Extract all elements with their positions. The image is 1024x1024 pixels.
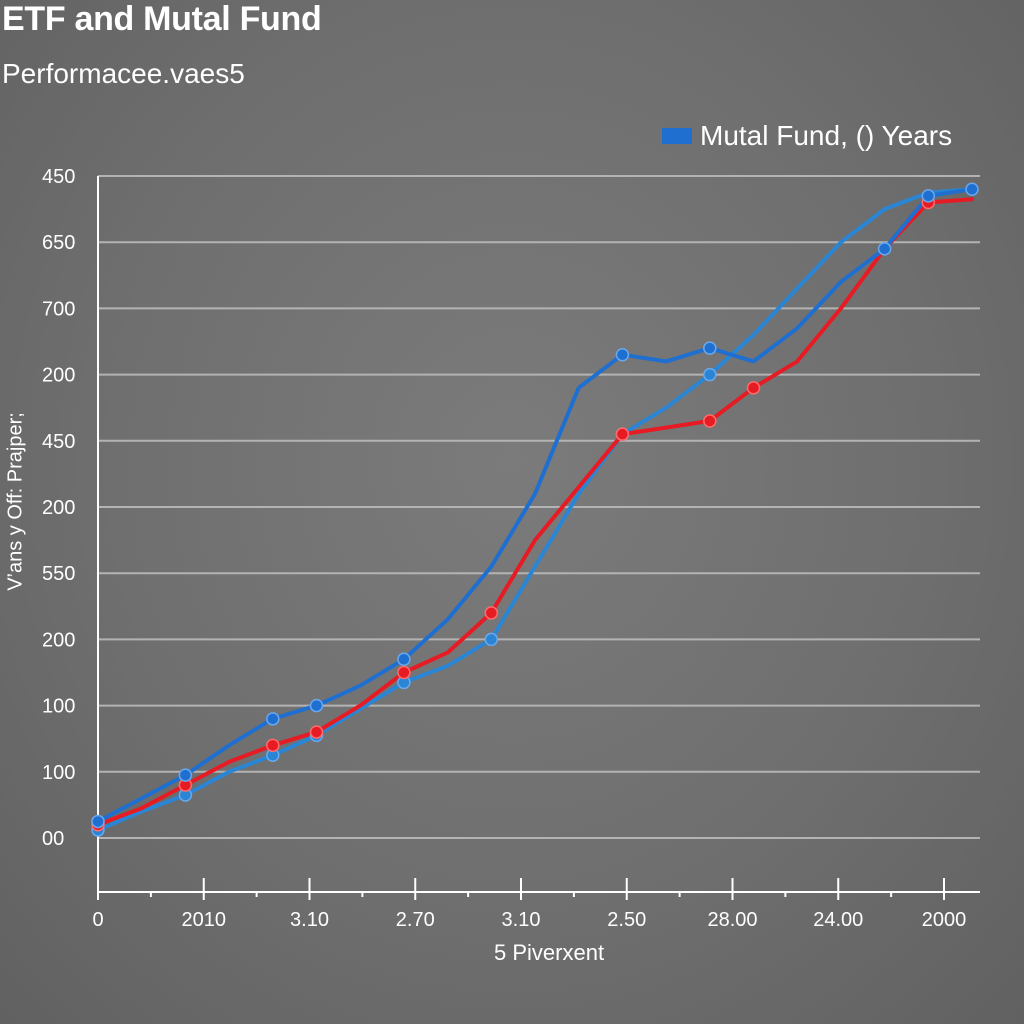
legend-label: Mutal Fund, () Years: [700, 120, 953, 151]
data-point-series-1: [615, 427, 630, 441]
x-axis-label: 5 Piverxent: [494, 940, 605, 965]
chart-legend: Mutal Fund, () Years: [662, 120, 952, 152]
data-point-series-0: [877, 242, 892, 256]
y-tick-label: 200: [42, 497, 75, 519]
legend-swatch: [662, 128, 692, 144]
data-point-series-1: [397, 665, 411, 680]
chart-title: ETF and Mutal Fund: [2, 0, 322, 38]
y-tick-label: 00: [42, 828, 64, 850]
x-tick-label: 2010: [182, 909, 227, 931]
y-tick-label: 650: [42, 232, 75, 254]
data-point-series-0: [703, 341, 717, 355]
series-line-0: [96, 187, 974, 824]
data-point-series-1: [746, 381, 761, 395]
data-point-series-1: [484, 606, 499, 620]
data-point-series-2: [703, 367, 717, 382]
data-point-series-0: [921, 189, 936, 203]
data-point-series-1: [703, 414, 717, 428]
data-point-series-0: [266, 712, 280, 726]
y-tick-label: 200: [42, 365, 75, 387]
y-tick-label: 100: [42, 696, 75, 718]
y-tick-label: 200: [42, 629, 75, 651]
x-tick-label: 2.70: [396, 909, 435, 931]
series-line-1: [96, 197, 974, 827]
x-tick-label: 2.50: [607, 909, 646, 931]
data-point-series-1: [266, 738, 280, 753]
series-line-2: [96, 187, 974, 833]
x-tick-label: 28.00: [707, 909, 757, 931]
y-tick-label: 700: [42, 298, 75, 320]
y-tick-label: 450: [42, 431, 75, 453]
data-point-series-1: [309, 725, 324, 739]
y-tick-label: 450: [42, 166, 75, 188]
data-point-series-0: [397, 652, 411, 667]
data-point-series-0: [309, 698, 324, 713]
x-tick-label: 3.10: [502, 909, 541, 931]
chart-subtitle: Performacee.vaes5: [2, 58, 245, 89]
x-tick-label: 0: [92, 909, 103, 931]
y-tick-label: 100: [42, 762, 75, 784]
y-tick-label: 550: [42, 563, 75, 585]
x-tick-label: 2000: [922, 909, 967, 931]
x-tick-label: 24.00: [813, 909, 863, 931]
data-point-series-2: [484, 632, 499, 647]
data-point-series-0: [615, 347, 630, 362]
data-point-series-0: [91, 814, 105, 829]
data-point-series-0: [965, 182, 979, 196]
x-tick-label: 3.10: [290, 909, 329, 931]
data-point-series-0: [178, 768, 193, 782]
